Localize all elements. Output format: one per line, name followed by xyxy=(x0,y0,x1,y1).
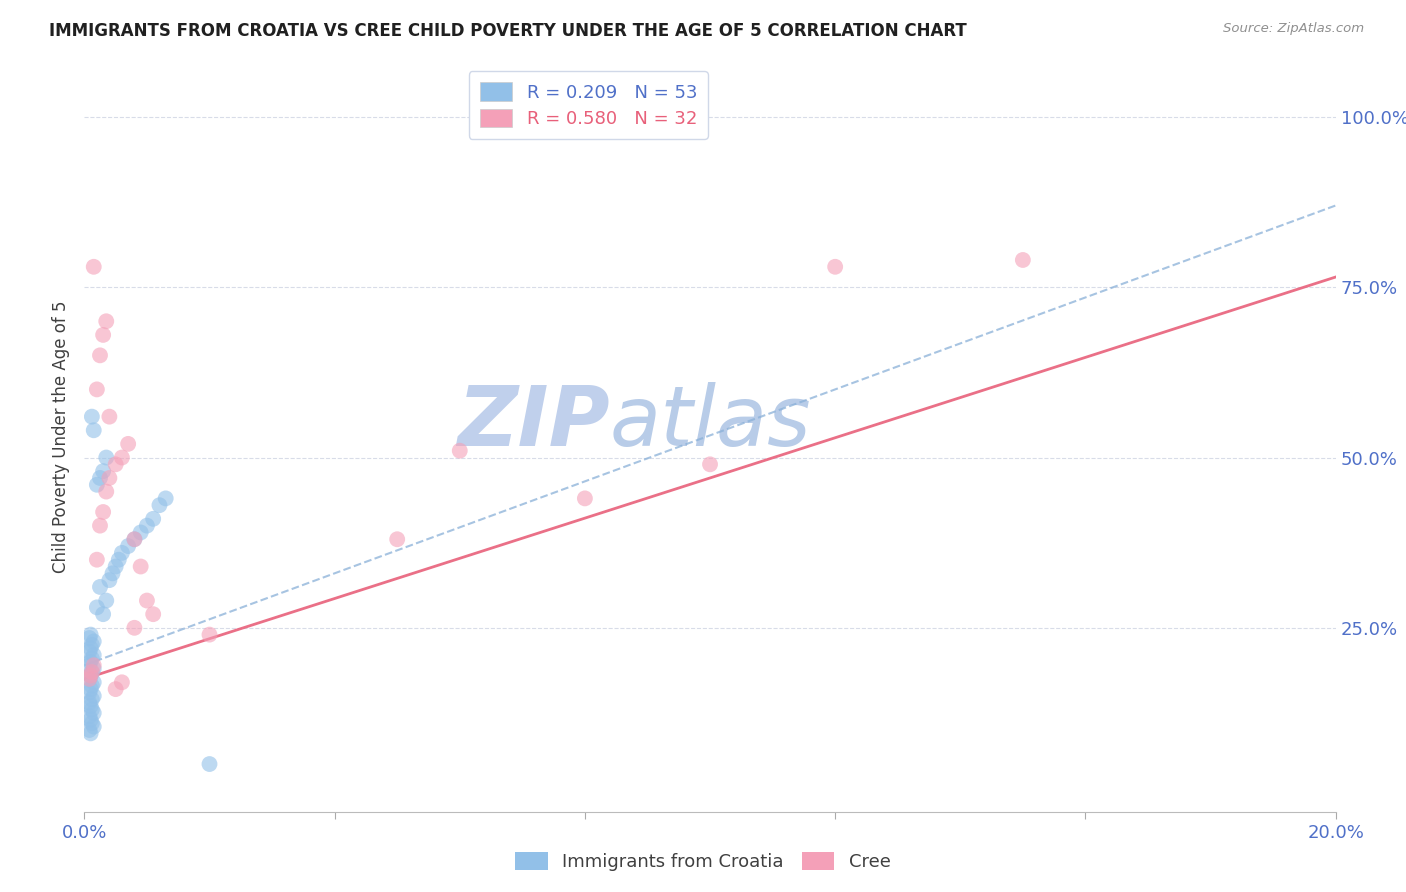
Point xyxy=(104,682,127,697)
Point xyxy=(79,699,101,714)
Point xyxy=(80,665,103,679)
Point xyxy=(86,552,108,566)
Point xyxy=(83,706,105,720)
Point xyxy=(86,600,108,615)
Point xyxy=(136,518,159,533)
Point xyxy=(89,471,111,485)
Point xyxy=(79,641,101,656)
Point xyxy=(96,593,118,607)
Point xyxy=(86,477,108,491)
Point xyxy=(79,709,101,723)
Point xyxy=(91,464,114,478)
Point xyxy=(96,314,118,328)
Point xyxy=(80,409,103,424)
Y-axis label: Child Poverty Under the Age of 5: Child Poverty Under the Age of 5 xyxy=(52,301,70,574)
Point xyxy=(83,648,105,662)
Point xyxy=(148,498,170,512)
Point xyxy=(129,525,152,540)
Point xyxy=(79,723,101,737)
Point xyxy=(98,471,121,485)
Point xyxy=(83,423,105,437)
Point xyxy=(91,327,114,342)
Point xyxy=(83,662,105,676)
Point xyxy=(117,539,139,553)
Point xyxy=(155,491,177,506)
Text: atlas: atlas xyxy=(610,382,811,463)
Point xyxy=(198,757,221,772)
Point xyxy=(79,682,101,697)
Point xyxy=(83,720,105,734)
Point xyxy=(104,559,127,574)
Point xyxy=(89,580,111,594)
Point xyxy=(111,546,134,560)
Text: IMMIGRANTS FROM CROATIA VS CREE CHILD POVERTY UNDER THE AGE OF 5 CORRELATION CHA: IMMIGRANTS FROM CROATIA VS CREE CHILD PO… xyxy=(49,22,967,40)
Point xyxy=(129,559,152,574)
Point xyxy=(142,512,165,526)
Point xyxy=(1012,252,1035,267)
Point xyxy=(124,533,146,547)
Legend: R = 0.209   N = 53, R = 0.580   N = 32: R = 0.209 N = 53, R = 0.580 N = 32 xyxy=(468,71,707,139)
Point xyxy=(385,533,409,547)
Point xyxy=(96,450,118,465)
Point xyxy=(80,665,103,679)
Point xyxy=(98,573,121,587)
Point xyxy=(83,675,105,690)
Point xyxy=(80,638,103,652)
Point xyxy=(79,631,101,645)
Point xyxy=(83,689,105,703)
Point xyxy=(111,675,134,690)
Legend: Immigrants from Croatia, Cree: Immigrants from Croatia, Cree xyxy=(508,845,898,879)
Point xyxy=(79,655,101,669)
Point xyxy=(142,607,165,622)
Point xyxy=(449,443,471,458)
Point xyxy=(124,621,146,635)
Point xyxy=(79,696,101,710)
Point xyxy=(83,634,105,648)
Point xyxy=(198,627,221,641)
Point xyxy=(104,458,127,472)
Point xyxy=(79,672,101,686)
Point xyxy=(79,645,101,659)
Point xyxy=(79,713,101,727)
Point xyxy=(824,260,846,274)
Point xyxy=(101,566,124,581)
Point xyxy=(79,658,101,673)
Point xyxy=(699,458,721,472)
Point xyxy=(79,627,101,641)
Point xyxy=(79,672,101,686)
Point xyxy=(98,409,121,424)
Point xyxy=(91,607,114,622)
Point xyxy=(89,348,111,362)
Point xyxy=(111,450,134,465)
Point xyxy=(86,383,108,397)
Text: ZIP: ZIP xyxy=(457,382,610,463)
Point xyxy=(136,593,159,607)
Point xyxy=(80,702,103,716)
Point xyxy=(80,679,103,693)
Point xyxy=(83,658,105,673)
Point xyxy=(79,726,101,740)
Point xyxy=(89,518,111,533)
Point xyxy=(96,484,118,499)
Point xyxy=(80,651,103,665)
Point xyxy=(79,668,101,682)
Point xyxy=(83,260,105,274)
Point xyxy=(79,685,101,699)
Point xyxy=(80,692,103,706)
Point xyxy=(574,491,596,506)
Point xyxy=(124,533,146,547)
Point xyxy=(79,668,101,682)
Text: Source: ZipAtlas.com: Source: ZipAtlas.com xyxy=(1223,22,1364,36)
Point xyxy=(91,505,114,519)
Point xyxy=(107,552,129,566)
Point xyxy=(80,716,103,731)
Point xyxy=(117,437,139,451)
